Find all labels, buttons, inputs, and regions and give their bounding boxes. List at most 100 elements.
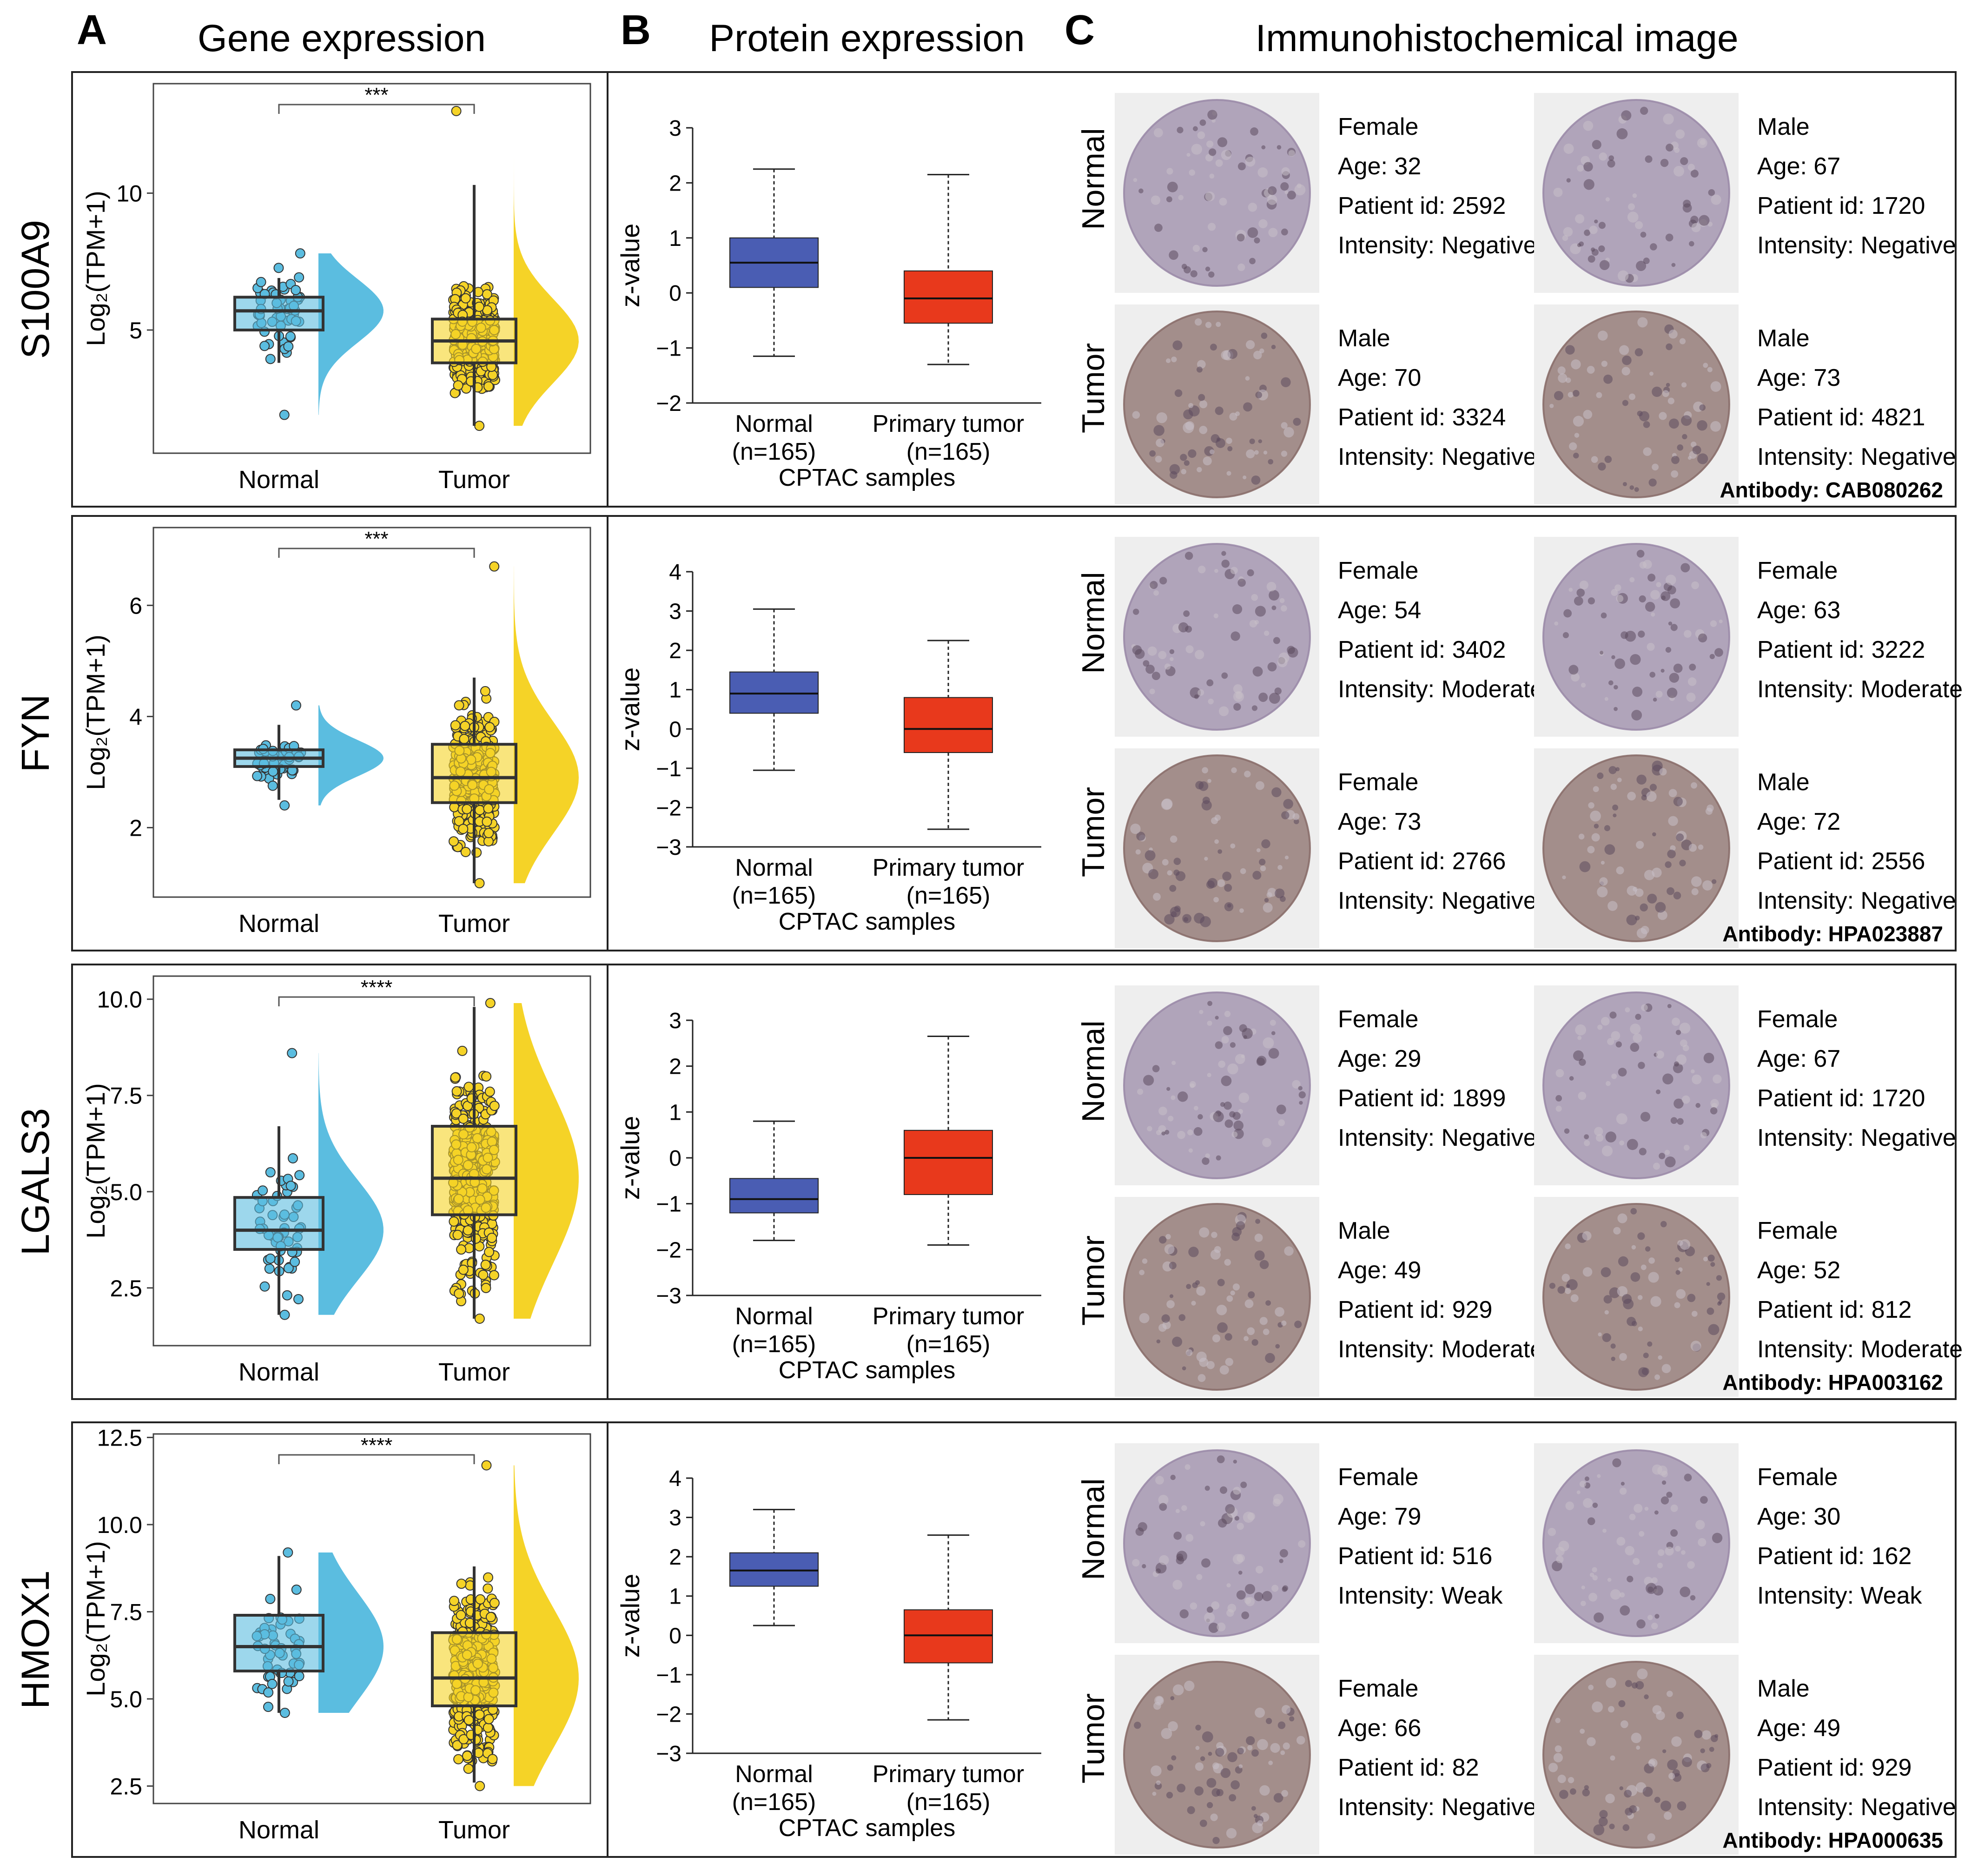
tissue-texture — [1270, 1019, 1276, 1026]
ihc-row-label-normal: Normal — [1076, 1020, 1111, 1122]
data-point — [483, 828, 494, 839]
tissue-texture — [1183, 610, 1190, 617]
tissue-texture — [1221, 672, 1228, 679]
data-point — [451, 1108, 462, 1119]
tissue-texture — [1706, 1282, 1710, 1286]
tissue-texture — [1246, 449, 1255, 459]
tissue-texture — [1571, 359, 1581, 370]
gene-x-tick-label: Normal — [238, 910, 319, 938]
tissue-texture — [1631, 1321, 1637, 1327]
ihc-sample: Female Age: 54 Patient id: 3402 Intensity: … — [1115, 537, 1543, 737]
tissue-texture — [1596, 1134, 1604, 1142]
tissue-texture — [1554, 1745, 1562, 1752]
tissue-texture — [1669, 418, 1679, 429]
tissue-texture — [1618, 1068, 1627, 1077]
tissue-texture — [1625, 1007, 1630, 1013]
half-violin — [318, 705, 384, 806]
tissue-texture — [1660, 591, 1671, 601]
tissue-texture — [1628, 203, 1635, 211]
data-point — [456, 1610, 466, 1620]
tissue-texture — [1553, 1753, 1563, 1763]
gene-x-tick-label: Tumor — [438, 910, 510, 938]
ihc-age: Age: 30 — [1757, 1503, 1840, 1530]
tissue-texture — [1169, 649, 1175, 654]
tissue-texture — [1592, 1701, 1603, 1713]
tissue-texture — [1151, 672, 1160, 680]
tissue-texture — [1224, 884, 1232, 892]
tissue-texture — [1251, 1339, 1258, 1346]
tissue-texture — [1702, 880, 1713, 891]
gene-y-tick-label: 2.5 — [110, 1774, 142, 1800]
data-point — [459, 733, 470, 744]
tissue-texture — [1590, 810, 1601, 822]
tissue-texture — [1675, 129, 1685, 139]
gene-x-tick-label: Tumor — [438, 466, 510, 494]
tissue-texture — [1656, 1050, 1664, 1059]
ihc-age: Age: 49 — [1338, 1257, 1421, 1284]
tissue-texture — [1254, 1592, 1263, 1601]
tissue-texture — [1168, 1116, 1174, 1122]
tissue-texture — [1667, 1759, 1678, 1770]
tissue-texture — [1659, 412, 1667, 420]
tissue-texture — [1254, 237, 1260, 244]
tissue-texture — [1179, 1609, 1189, 1618]
tissue-texture — [1617, 1286, 1628, 1297]
tissue-texture — [1682, 1757, 1692, 1767]
ihc-sex: Male — [1757, 113, 1810, 140]
ihc-intensity: Intensity: Negative — [1757, 1124, 1956, 1151]
tissue-texture — [1281, 1705, 1291, 1714]
ihc-row-label-tumor: Tumor — [1076, 343, 1111, 433]
tissue-texture — [1183, 409, 1193, 420]
tissue-texture — [1588, 1592, 1598, 1602]
tissue-texture — [1570, 1788, 1576, 1795]
tissue-texture — [1694, 1730, 1703, 1738]
tissue-texture — [1564, 1128, 1570, 1134]
tissue-texture — [1645, 601, 1655, 612]
panel-letter-b: B — [621, 7, 651, 53]
protein-y-tick-label: −1 — [656, 1192, 681, 1217]
protein-y-tick-label: −3 — [656, 1742, 681, 1766]
tissue-texture — [1195, 1724, 1201, 1731]
data-point — [474, 421, 485, 431]
tissue-texture — [1677, 1801, 1687, 1811]
tissue-texture — [1161, 798, 1173, 810]
tissue-texture — [1213, 897, 1219, 903]
tissue-texture — [1603, 374, 1613, 384]
box-body — [233, 296, 324, 331]
tissue-texture — [1217, 849, 1223, 854]
tissue-texture — [1217, 1455, 1225, 1463]
data-point — [481, 1282, 491, 1293]
tissue-texture — [1625, 1546, 1634, 1556]
tissue-texture — [1652, 760, 1663, 772]
tissue-texture — [1716, 1275, 1722, 1281]
data-point — [291, 700, 301, 711]
tissue-texture — [1682, 203, 1692, 213]
tissue-texture — [1149, 450, 1156, 457]
tissue-texture — [1596, 392, 1602, 398]
tissue-texture — [1627, 792, 1636, 801]
tissue-texture — [1640, 106, 1648, 115]
tissue-texture — [1692, 1074, 1702, 1084]
tissue-texture — [1616, 1537, 1626, 1546]
data-point — [483, 1583, 493, 1594]
protein-box — [729, 1178, 819, 1214]
tissue-texture — [1244, 1584, 1256, 1594]
ihc-row-label-tumor: Tumor — [1076, 1235, 1111, 1326]
tissue-texture — [1249, 620, 1257, 628]
tissue-texture — [1155, 456, 1162, 463]
tissue-texture — [1584, 1134, 1589, 1139]
panel-letter-c: C — [1065, 7, 1095, 53]
data-point — [287, 1048, 298, 1058]
protein-y-tick-label: 4 — [669, 560, 681, 585]
protein-x-tick-n: (n=165) — [906, 438, 991, 465]
tissue-texture — [1587, 366, 1595, 374]
tissue-texture — [1581, 682, 1586, 688]
tissue-texture — [1701, 1730, 1711, 1740]
tissue-texture — [1641, 1367, 1649, 1375]
tissue-texture — [1201, 1558, 1211, 1568]
protein-ihc-panel-frame — [607, 964, 1957, 1400]
tissue-texture — [1226, 437, 1232, 444]
protein-box — [904, 270, 993, 324]
tissue-texture — [1619, 1353, 1627, 1361]
tissue-texture — [1231, 767, 1237, 773]
